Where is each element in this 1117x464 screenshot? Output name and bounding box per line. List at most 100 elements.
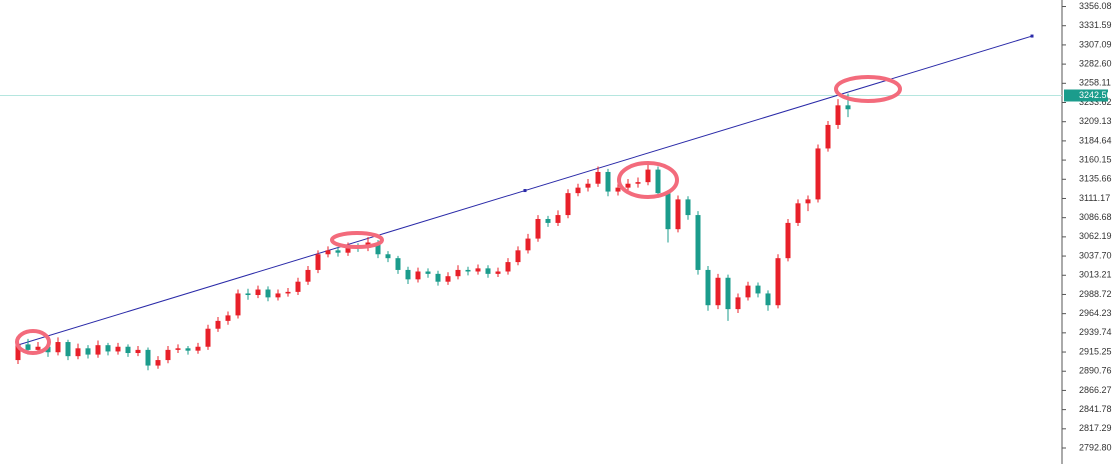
candle-body [545,218,551,223]
candle-body [515,250,521,263]
highlight-circle [617,161,679,199]
price-tag-label: 3242.56 [1079,90,1112,100]
candle-body [675,199,681,230]
price-tag [1064,89,1108,102]
candle-body [585,183,591,188]
candle-body [775,258,781,306]
y-tick-label: 3307.09 [1079,39,1112,49]
candle-body [745,285,751,298]
candle-body [375,242,381,255]
candle-body [825,124,831,149]
candle-body [315,254,321,270]
y-tick-label: 2988.72 [1079,289,1112,299]
candle-body [65,342,71,357]
y-tick-label: 3135.66 [1079,174,1112,184]
highlight-circle [330,231,384,249]
y-tick-label: 2964.23 [1079,308,1112,318]
candle-body [445,276,451,282]
y-tick-label: 3209.13 [1079,116,1112,126]
candle-body [835,105,841,125]
candle-body [605,171,611,192]
plot [0,34,1062,371]
candle-body [45,346,51,353]
candle-body [215,320,221,329]
candle-body [635,182,641,184]
candle-body [565,193,571,216]
y-tick-label: 2866.27 [1079,385,1112,395]
candle-body [615,187,621,192]
candle-body [35,346,41,350]
candle-body [205,328,211,347]
candle-body [75,348,81,357]
candle-body [185,348,191,351]
candle-body [485,268,491,274]
candle-body [265,289,271,298]
candle-body [715,277,721,306]
trendline-handle [1030,34,1034,38]
candle-body [465,269,471,272]
candle-body [195,346,201,351]
candle-body [655,169,661,194]
candle-body [495,271,501,274]
candle-body [685,199,691,216]
y-tick-label: 2792.80 [1079,442,1112,452]
candle-body [575,187,581,194]
y-tick-label: 3013.21 [1079,270,1112,280]
candle-body [665,193,671,230]
candle-body [525,238,531,251]
candle-body [85,348,91,355]
candle-body [785,222,791,259]
candle-body [95,345,101,355]
highlight-circle [834,75,902,103]
y-tick-label: 3282.60 [1079,58,1112,68]
y-tick-label: 2915.25 [1079,346,1112,356]
candle-body [805,199,811,204]
candle-body [275,293,281,298]
candle-body [795,203,801,223]
candle-body [305,269,311,282]
y-tick-label: 2939.74 [1079,327,1112,337]
y-tick-label: 2817.29 [1079,423,1112,433]
y-tick-label: 3160.15 [1079,154,1112,164]
candle-body [765,293,771,306]
candle-body [285,291,291,294]
candle-body [225,315,231,321]
candle-body [255,289,261,296]
y-tick-label: 3062.19 [1079,231,1112,241]
highlight-circle [15,329,51,355]
candle-body [55,342,61,353]
candle-body [535,218,541,239]
candle-body [155,360,161,366]
y-tick-label: 3331.59 [1079,20,1112,30]
y-tick-label: 3184.64 [1079,135,1112,145]
y-tick-label: 3037.70 [1079,250,1112,260]
candle-body [845,105,851,110]
candle-body [295,281,301,292]
candle-body [725,277,731,310]
candle-body [25,344,31,350]
candle-body [455,269,461,277]
candle-body [415,271,421,280]
y-tick-label: 3111.17 [1079,193,1110,203]
candle-body [325,250,331,255]
y-tick-label: 3258.11 [1079,78,1111,88]
candle-body [175,348,181,350]
candle-body [625,183,631,188]
candle-body [705,269,711,306]
candle-body [385,254,391,259]
annotations [15,75,902,355]
candle-body [345,246,351,253]
candle-body [405,269,411,280]
candle-body [475,268,481,272]
candle-body [435,273,441,282]
candle-body [695,215,701,270]
candle-body [245,293,251,296]
candle-body [335,250,341,253]
candle-body [235,293,241,316]
candle-body [755,285,761,294]
candle-body [105,345,111,352]
y-tick-label: 3233.62 [1079,97,1112,107]
y-tick-label: 2890.76 [1079,366,1112,376]
candle-body [145,349,151,366]
candle-body [505,262,511,272]
